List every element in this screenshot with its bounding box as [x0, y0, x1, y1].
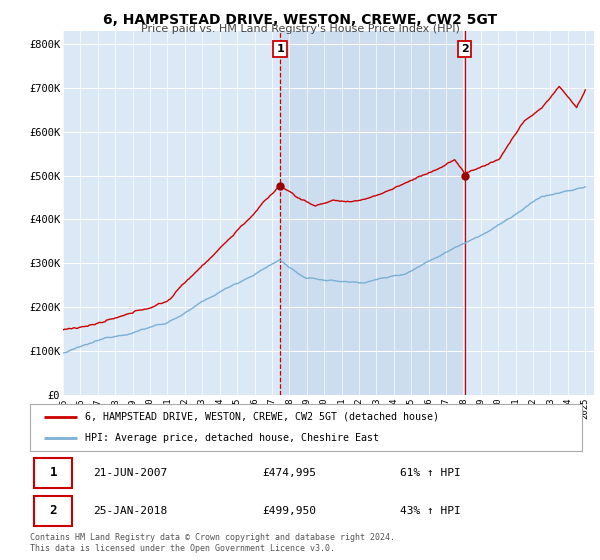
Text: Price paid vs. HM Land Registry's House Price Index (HPI): Price paid vs. HM Land Registry's House … [140, 24, 460, 34]
Text: £499,950: £499,950 [262, 506, 316, 516]
Bar [34, 458, 72, 488]
Text: 25-JAN-2018: 25-JAN-2018 [94, 506, 168, 516]
Text: 6, HAMPSTEAD DRIVE, WESTON, CREWE, CW2 5GT (detached house): 6, HAMPSTEAD DRIVE, WESTON, CREWE, CW2 5… [85, 412, 439, 422]
Text: 61% ↑ HPI: 61% ↑ HPI [400, 468, 461, 478]
Text: £474,995: £474,995 [262, 468, 316, 478]
Text: Contains HM Land Registry data © Crown copyright and database right 2024.
This d: Contains HM Land Registry data © Crown c… [30, 533, 395, 553]
Text: 2: 2 [49, 505, 57, 517]
Bar [280, 31, 464, 395]
Bar [34, 496, 72, 526]
Text: 1: 1 [276, 44, 284, 54]
Text: 43% ↑ HPI: 43% ↑ HPI [400, 506, 461, 516]
Text: 6, HAMPSTEAD DRIVE, WESTON, CREWE, CW2 5GT: 6, HAMPSTEAD DRIVE, WESTON, CREWE, CW2 5… [103, 13, 497, 27]
Text: 1: 1 [49, 466, 57, 479]
Text: 2: 2 [461, 44, 469, 54]
Text: 21-JUN-2007: 21-JUN-2007 [94, 468, 168, 478]
Text: HPI: Average price, detached house, Cheshire East: HPI: Average price, detached house, Ches… [85, 433, 379, 444]
